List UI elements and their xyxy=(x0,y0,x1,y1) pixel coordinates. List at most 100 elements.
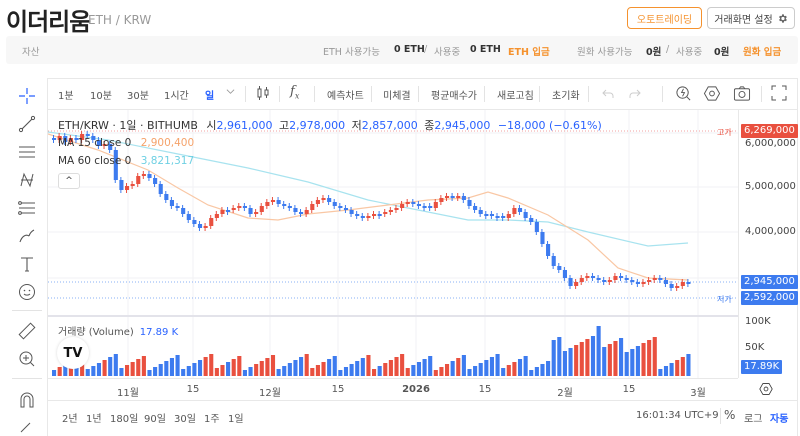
parallel-lines-icon xyxy=(19,146,35,158)
tradingview-icon: TV xyxy=(63,345,83,361)
axis-settings-button[interactable] xyxy=(759,382,773,399)
range-1y[interactable]: 1년 xyxy=(86,414,102,425)
separator xyxy=(720,408,721,424)
time-tick: 3월 xyxy=(690,388,706,399)
range-180d[interactable]: 180일 xyxy=(110,414,139,425)
range-90d[interactable]: 90일 xyxy=(144,414,166,425)
emoji-tool[interactable] xyxy=(17,282,37,302)
fib-tool[interactable] xyxy=(17,198,37,218)
low-tag: 저가 xyxy=(717,295,732,304)
high-label: 고 xyxy=(279,119,290,132)
open-orders-button[interactable]: 미체결 xyxy=(383,91,411,102)
volume-tick: 50K xyxy=(745,342,765,353)
log-toggle[interactable]: 로그 xyxy=(744,414,763,425)
ma60-value: 3,821,317 xyxy=(140,155,195,167)
alert-button[interactable] xyxy=(675,85,692,105)
volume-badge: 17.89K xyxy=(741,360,783,374)
tradingview-logo[interactable]: TV xyxy=(57,337,89,369)
interval-1m[interactable]: 1분 xyxy=(58,91,74,102)
avg-buy-price-button[interactable]: 평균매수가 xyxy=(431,91,477,102)
krw-available-value: 0원 xyxy=(646,47,662,58)
eth-available-label: ETH 사용가능 xyxy=(323,47,380,58)
fullscreen-icon xyxy=(771,85,787,101)
redo-icon xyxy=(629,89,641,98)
interval-30m[interactable]: 30분 xyxy=(127,91,149,102)
collapse-legend-button[interactable]: ^ xyxy=(58,173,80,189)
lock-drawings-tool[interactable] xyxy=(17,416,37,436)
interval-10m[interactable]: 10분 xyxy=(90,91,112,102)
percent-toggle[interactable]: % xyxy=(724,408,736,422)
redo-button[interactable] xyxy=(628,87,642,104)
function-icon: fx xyxy=(290,84,300,101)
time-tick: 15 xyxy=(331,384,345,395)
trade-settings-button[interactable]: 거래화면 설정 xyxy=(707,7,795,29)
krw-deposit-link[interactable]: 원화 입금 xyxy=(743,47,782,58)
time-tick: 15 xyxy=(478,384,492,395)
magnet-icon xyxy=(20,392,34,408)
time-tick: 2월 xyxy=(557,388,573,399)
magnet-tool[interactable] xyxy=(17,390,37,410)
eth-deposit-link[interactable]: ETH 입금 xyxy=(508,47,550,58)
ma15-value: 2,900,400 xyxy=(140,137,195,149)
undo-button[interactable] xyxy=(601,87,615,104)
time-tick: 11월 xyxy=(117,388,139,399)
forecast-chart-button[interactable]: 예측차트 xyxy=(327,91,364,102)
tool-divider xyxy=(12,310,42,311)
time-tick: 2026 xyxy=(402,384,430,395)
trend-line-icon xyxy=(18,115,36,133)
pattern-tool[interactable] xyxy=(17,170,37,190)
text-tool[interactable] xyxy=(17,254,37,274)
range-30d[interactable]: 30일 xyxy=(174,414,196,425)
range-1w[interactable]: 1주 xyxy=(204,414,220,425)
auto-trading-button[interactable]: 오토트레이딩 xyxy=(627,7,702,29)
chart-settings-button[interactable] xyxy=(703,85,721,105)
camera-icon xyxy=(733,86,751,101)
time-tick: 12월 xyxy=(259,388,281,399)
hexagon-settings-icon xyxy=(703,86,721,101)
separator xyxy=(245,86,246,102)
close-value: 2,945,000 xyxy=(434,119,491,132)
time-tick: 15 xyxy=(622,384,636,395)
refresh-button[interactable]: 새로고침 xyxy=(497,91,534,102)
ma60-label: MA 60 close 0 xyxy=(58,155,132,167)
close-label: 종 xyxy=(424,119,435,132)
price-tick: 4,000,000 xyxy=(745,226,796,237)
volume-label: 거래량 (Volume) xyxy=(58,327,134,338)
separator xyxy=(371,86,372,102)
brush-tool[interactable] xyxy=(17,226,37,246)
interval-dropdown[interactable] xyxy=(226,87,235,99)
smiley-icon xyxy=(19,284,35,300)
interval-1d[interactable]: 일 xyxy=(205,91,215,102)
indicators-button[interactable]: fx xyxy=(290,84,299,101)
low-badge: 2,592,000 xyxy=(741,291,798,305)
auto-scale-toggle[interactable]: 자동 xyxy=(770,414,789,425)
time-axis[interactable]: 11월 15 12월 15 2026 15 2월 15 3월 xyxy=(48,378,773,400)
high-tag: 고가 xyxy=(717,128,732,137)
slash: / xyxy=(666,44,670,55)
trade-settings-label: 거래화면 설정 xyxy=(714,14,773,26)
screenshot-button[interactable] xyxy=(733,85,751,105)
high-badge: 6,269,000 xyxy=(741,124,798,138)
range-2y[interactable]: 2년 xyxy=(62,414,78,425)
parallel-lines-tool[interactable] xyxy=(17,142,37,162)
change-value: −18,000 (−0.61%) xyxy=(497,119,602,132)
chart-toolbar: 1분 10분 30분 1시간 일 fx 예측차트 미체결 평균매수가 새로고침 … xyxy=(48,78,798,110)
interval-1h[interactable]: 1시간 xyxy=(164,91,189,102)
ma15-legend[interactable]: MA 15 close 0 2,900,400 xyxy=(58,137,194,149)
price-axis[interactable]: 고가 6,269,000 6,000,000 5,000,000 4,000,0… xyxy=(717,110,798,378)
candlestick-icon xyxy=(257,86,269,100)
measure-tool[interactable] xyxy=(17,321,37,341)
zoom-in-tool[interactable] xyxy=(17,349,37,369)
price-chart[interactable] xyxy=(48,110,738,378)
candle-type-button[interactable] xyxy=(255,85,271,104)
gear-icon xyxy=(778,13,787,23)
range-1d[interactable]: 1일 xyxy=(228,414,244,425)
high-value: 2,978,000 xyxy=(289,119,346,132)
reset-button[interactable]: 초기화 xyxy=(552,91,580,102)
separator xyxy=(314,86,315,102)
trend-line-tool[interactable] xyxy=(17,114,37,134)
fullscreen-button[interactable] xyxy=(771,85,787,104)
crosshair-tool[interactable] xyxy=(17,86,37,106)
ma60-legend[interactable]: MA 60 close 0 3,821,317 xyxy=(58,155,194,167)
separator xyxy=(662,86,663,102)
